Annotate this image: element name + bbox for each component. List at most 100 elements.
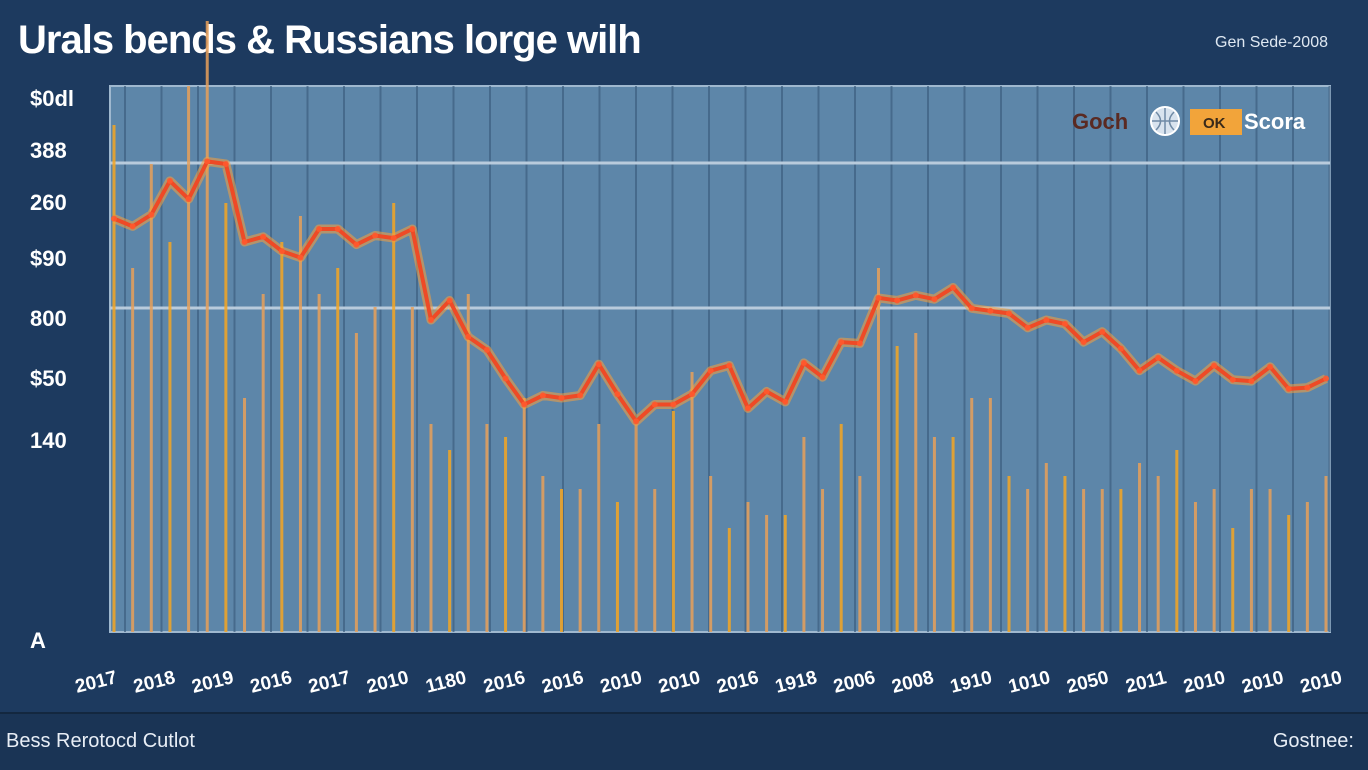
data-point — [800, 359, 807, 366]
data-point — [353, 241, 360, 248]
line-chart: $0dl 388 260 $90 800 $50 140 A 2017 2018 2019 2016… — [30, 21, 1344, 698]
data-point — [763, 388, 770, 395]
data-point — [483, 346, 490, 353]
x-tick-label: 1010 — [1006, 667, 1052, 698]
data-point — [409, 226, 416, 232]
data-point — [670, 401, 677, 408]
data-point — [838, 339, 845, 346]
y-tick-label: $50 — [30, 366, 67, 391]
data-point — [222, 161, 229, 167]
data-point — [316, 226, 323, 232]
data-point — [689, 391, 696, 398]
legend: Goch OK Scora — [1072, 106, 1306, 136]
y-tick-label: $90 — [30, 246, 67, 271]
data-point — [950, 284, 957, 291]
data-point — [912, 292, 919, 299]
x-tick-label: 2016 — [715, 667, 761, 698]
x-tick-label: 1918 — [773, 667, 819, 698]
y-tick-label: 260 — [30, 190, 67, 215]
data-point — [1155, 354, 1162, 361]
x-tick-label: 2010 — [1181, 667, 1227, 698]
x-tick-label: 2008 — [890, 667, 936, 698]
x-tick-label: 2018 — [131, 667, 177, 698]
data-point — [334, 226, 341, 232]
x-tick-label: 2011 — [1124, 667, 1169, 697]
data-point — [129, 223, 136, 230]
data-point — [614, 391, 621, 398]
x-tick-label: 2006 — [831, 667, 877, 698]
x-tick-label: 2016 — [248, 667, 294, 698]
data-point — [1043, 317, 1050, 323]
legend-item-scora: Scora — [1244, 109, 1306, 134]
x-tick-label: 2016 — [540, 667, 586, 698]
ok-badge — [1190, 109, 1242, 135]
data-point — [595, 361, 602, 368]
x-tick-label: 2016 — [481, 667, 527, 698]
data-point — [390, 235, 397, 242]
data-point — [260, 233, 267, 240]
data-point — [1117, 345, 1124, 352]
data-point — [521, 401, 528, 408]
footer-credit: Gostnee: — [1272, 730, 1354, 752]
data-point — [968, 305, 975, 312]
data-point — [502, 375, 509, 382]
data-point — [651, 401, 658, 408]
data-point — [726, 362, 733, 369]
x-tick-label: 2010 — [365, 667, 411, 698]
data-point — [1173, 367, 1180, 374]
data-point — [148, 211, 155, 218]
x-tick-label: 2010 — [1298, 667, 1344, 698]
data-point — [1192, 378, 1199, 385]
x-tick-label: 2010 — [1240, 667, 1286, 698]
legend-item-ok: OK — [1203, 115, 1226, 132]
data-point — [558, 395, 565, 401]
y-tick-label: A — [30, 628, 46, 653]
data-point — [427, 317, 434, 323]
footer: Bess Rerotocd Cutlot Gostnee: — [0, 712, 1368, 770]
data-point — [241, 239, 248, 245]
x-tick-label: 2050 — [1065, 667, 1111, 698]
data-point — [1006, 310, 1013, 317]
data-point — [465, 333, 472, 340]
data-point — [185, 196, 192, 203]
data-point — [1024, 324, 1031, 331]
data-point — [297, 254, 304, 261]
price-line — [113, 159, 1327, 424]
y-tick-label: 140 — [30, 428, 67, 453]
data-point — [931, 296, 938, 303]
data-point — [1248, 378, 1255, 385]
data-point — [204, 158, 211, 165]
scatter-dots — [111, 158, 1329, 425]
data-point — [707, 367, 714, 374]
data-point — [1304, 384, 1311, 391]
x-tick-label: 2017 — [73, 667, 119, 698]
data-point — [633, 418, 640, 425]
data-point — [987, 307, 994, 314]
globe-icon — [1150, 106, 1180, 136]
data-point — [1267, 363, 1274, 370]
x-tick-label: 2019 — [190, 667, 236, 698]
y-tick-label: $0dl — [30, 86, 74, 111]
data-point — [372, 232, 379, 239]
data-point — [856, 340, 863, 347]
data-point — [1136, 367, 1143, 374]
data-point — [894, 297, 901, 304]
footer-source: Bess Rerotocd Cutlot — [6, 730, 195, 752]
page-subtitle: Gen Sede-2008 — [1215, 34, 1328, 51]
data-point — [278, 248, 285, 255]
x-axis-ticks: 2017 2018 2019 2016 2017 2010 1180 2016 2016 2010… — [73, 667, 1344, 698]
legend-item-goch: Goch — [1072, 109, 1128, 134]
horizontal-gridlines — [110, 161, 1330, 310]
data-point — [1080, 339, 1087, 346]
x-tick-label: 1180 — [424, 667, 469, 697]
y-tick-label: 388 — [30, 138, 67, 163]
data-point — [1211, 362, 1218, 369]
data-point — [1061, 320, 1068, 327]
data-point — [1099, 328, 1106, 335]
data-point — [539, 392, 546, 399]
data-point — [875, 294, 882, 301]
data-point — [819, 374, 826, 381]
data-point — [446, 297, 453, 304]
y-tick-label: 800 — [30, 306, 67, 331]
volume-bars — [112, 21, 1328, 632]
